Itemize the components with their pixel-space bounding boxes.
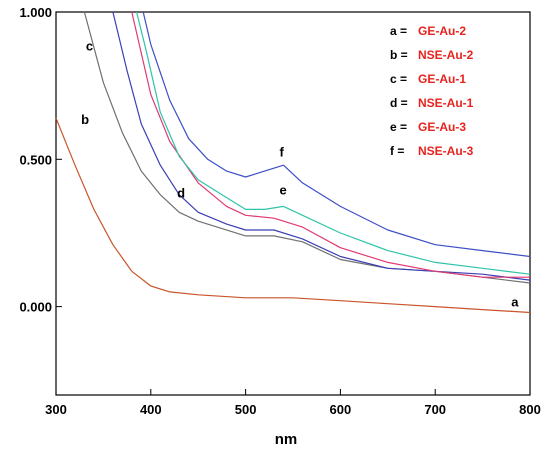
- curve-label-f: f: [280, 144, 285, 159]
- legend-entry: GE-Au-1: [418, 72, 466, 86]
- y-tick-label: 0.500: [19, 152, 52, 167]
- y-tick-label: 0.000: [19, 300, 52, 315]
- legend-entry: GE-Au-3: [418, 120, 466, 134]
- legend-entry: NSE-Au-2: [418, 48, 474, 62]
- x-tick-label: 300: [45, 402, 67, 417]
- legend-entry: NSE-Au-3: [418, 144, 474, 158]
- plot-frame: [55, 11, 531, 396]
- tick-layer: 300 400 500 600 700 800 1.000 0.500 0.000: [19, 5, 540, 417]
- x-tick-label: 600: [330, 402, 352, 417]
- curve-label-b: b: [81, 112, 89, 127]
- series-a-line: [55, 117, 531, 314]
- legend: a = GE-Au-2 b = NSE-Au-2 c = GE-Au-1 d = NSE-Au…: [390, 24, 474, 158]
- legend-key: f =: [390, 144, 404, 158]
- x-tick-label: 500: [235, 402, 257, 417]
- curve-label-d: d: [177, 186, 185, 201]
- legend-entry: NSE-Au-1: [418, 96, 474, 110]
- series-e-line: [136, 11, 531, 275]
- x-tick-label: 700: [424, 402, 446, 417]
- series-layer: [55, 11, 531, 314]
- legend-key: b =: [390, 48, 408, 62]
- curve-labels: a b c d e f: [81, 38, 519, 309]
- series-d-line: [131, 11, 530, 278]
- legend-key: a =: [390, 24, 407, 38]
- curve-label-a: a: [511, 295, 519, 310]
- x-tick-label: 400: [140, 402, 162, 417]
- x-axis-label: nm: [275, 431, 298, 448]
- x-tick-label: 800: [519, 402, 541, 417]
- legend-key: d =: [390, 96, 408, 110]
- legend-key: e =: [390, 120, 407, 134]
- series-f-line: [142, 11, 531, 258]
- legend-key: c =: [390, 72, 407, 86]
- curve-label-e: e: [280, 183, 287, 198]
- series-c-line: [112, 11, 531, 281]
- curve-label-c: c: [86, 38, 93, 53]
- y-tick-label: 1.000: [19, 5, 52, 20]
- legend-entry: GE-Au-2: [418, 24, 466, 38]
